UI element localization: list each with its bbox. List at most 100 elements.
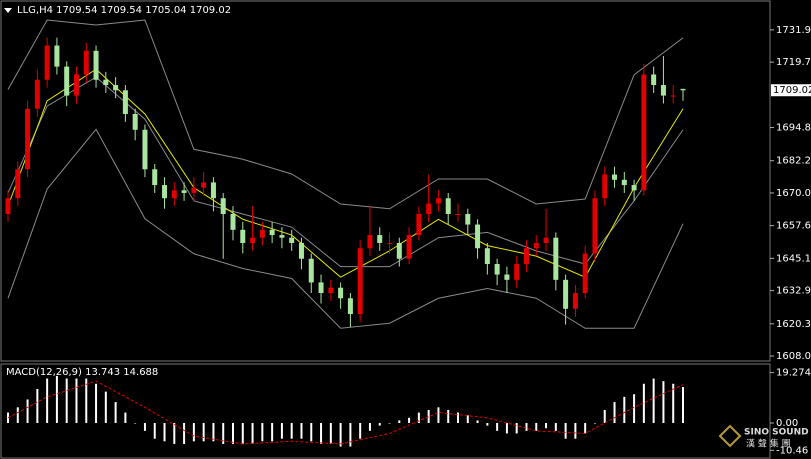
candle-body bbox=[113, 85, 119, 91]
candle-body bbox=[563, 279, 569, 309]
macd-bar bbox=[65, 378, 68, 424]
macd-bar bbox=[368, 423, 371, 431]
candle-body bbox=[494, 264, 500, 275]
macd-bar bbox=[339, 423, 342, 447]
candle-body bbox=[602, 174, 608, 199]
y-tick-label: 1682.25 bbox=[776, 156, 811, 167]
candle-body bbox=[152, 169, 158, 186]
y-tick-label: 1632.90 bbox=[776, 286, 811, 297]
macd-signal-line bbox=[7, 380, 684, 445]
macd-bar bbox=[280, 423, 283, 439]
y-tick-label: 1620.30 bbox=[776, 319, 811, 330]
candle-body bbox=[514, 264, 520, 280]
macd-bar bbox=[417, 412, 420, 424]
macd-bar bbox=[95, 383, 98, 424]
macd-bar bbox=[642, 383, 645, 424]
candle-body bbox=[54, 45, 60, 67]
candle-body bbox=[181, 190, 187, 193]
menu-triangle[interactable] bbox=[4, 8, 12, 13]
candle-body bbox=[220, 198, 226, 215]
macd-bar bbox=[662, 381, 665, 424]
candle-body bbox=[347, 298, 353, 315]
candle-body bbox=[475, 224, 481, 249]
macd-bar bbox=[163, 423, 166, 442]
candle-body bbox=[269, 229, 275, 236]
macd-bar bbox=[232, 423, 234, 444]
candle-body bbox=[484, 248, 490, 265]
macd-bar bbox=[457, 412, 459, 424]
macd-bar bbox=[271, 423, 274, 442]
candle-body bbox=[651, 74, 657, 86]
macd-bar bbox=[153, 423, 156, 439]
macd-bar bbox=[36, 389, 39, 424]
macd-bar bbox=[7, 412, 9, 424]
candle-body bbox=[533, 242, 539, 249]
watermark: SINO SOUND 漢 聲 集 團 bbox=[718, 424, 809, 450]
y-tick-label: 1608.05 bbox=[776, 351, 811, 362]
macd-bar bbox=[496, 423, 499, 431]
macd-bar bbox=[173, 423, 176, 444]
macd-bar bbox=[388, 423, 391, 424]
macd-bar bbox=[378, 423, 381, 426]
candle-body bbox=[426, 203, 432, 215]
candle-body bbox=[15, 169, 21, 199]
macd-bar bbox=[584, 423, 587, 434]
macd-bar bbox=[359, 423, 362, 439]
macd-bar bbox=[290, 423, 293, 439]
y-tick-label: 1657.60 bbox=[776, 221, 811, 232]
candle-body bbox=[191, 187, 197, 193]
candle-body bbox=[298, 242, 304, 259]
macd-bar bbox=[652, 378, 655, 424]
candle-body bbox=[142, 129, 148, 170]
macd-bar bbox=[603, 409, 606, 424]
indicator-line bbox=[7, 19, 684, 210]
macd-bar bbox=[427, 409, 430, 424]
candle-body bbox=[543, 237, 549, 243]
candle-body bbox=[171, 190, 177, 199]
candle-body bbox=[122, 90, 128, 114]
candle-body bbox=[279, 235, 285, 238]
macd-bar bbox=[593, 423, 596, 424]
macd-bar bbox=[349, 423, 352, 447]
y-tick-label: 1670.00 bbox=[776, 188, 811, 199]
candle-body bbox=[582, 253, 588, 293]
macd-bar bbox=[222, 423, 225, 444]
macd-bar bbox=[143, 423, 146, 431]
macd-bar bbox=[55, 375, 58, 424]
candle-body bbox=[465, 214, 471, 225]
candle-body bbox=[240, 229, 246, 243]
y-tick-label: 1731.95 bbox=[776, 25, 811, 36]
macd-bar bbox=[476, 420, 479, 424]
macd-bar bbox=[613, 402, 616, 424]
macd-bar bbox=[437, 407, 440, 424]
candle-body bbox=[318, 282, 324, 293]
y-tick-label: 1645.15 bbox=[776, 253, 811, 264]
macd-bar bbox=[85, 378, 88, 424]
macd-bar bbox=[408, 417, 411, 424]
macd-title: MACD(12,26,9) 13.743 14.688 bbox=[6, 367, 158, 378]
candle-body bbox=[308, 258, 314, 283]
y-tick-label: 19.274 bbox=[776, 368, 811, 379]
macd-bar bbox=[310, 423, 313, 442]
candle-body bbox=[416, 214, 422, 236]
candle-body bbox=[641, 74, 647, 191]
macd-bar bbox=[192, 423, 195, 442]
candle-body bbox=[328, 287, 334, 293]
main-panel-frame bbox=[0, 0, 771, 362]
macd-bar bbox=[46, 378, 49, 424]
candle-body bbox=[680, 88, 686, 91]
macd-bar bbox=[261, 423, 264, 442]
candle-body bbox=[621, 179, 627, 186]
macd-bar bbox=[104, 391, 107, 424]
macd-bar bbox=[554, 423, 557, 431]
watermark-brand: SINO SOUND bbox=[744, 428, 809, 438]
macd-bar bbox=[26, 399, 29, 424]
candle-body bbox=[34, 79, 40, 109]
candle-body bbox=[435, 198, 441, 204]
macd-bar bbox=[75, 378, 78, 424]
macd-bar bbox=[486, 423, 489, 426]
candle-body bbox=[259, 229, 265, 238]
macd-bar bbox=[672, 383, 675, 424]
